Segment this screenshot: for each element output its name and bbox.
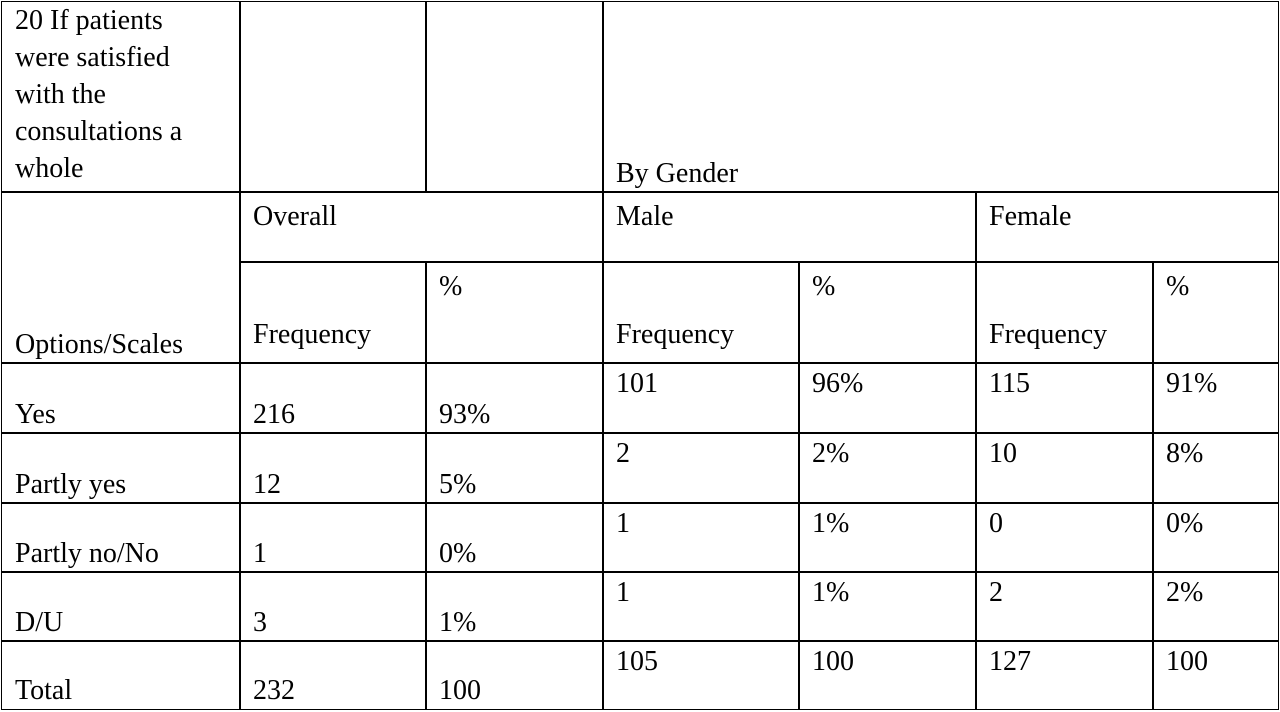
value-cell: 1 — [239, 502, 427, 573]
value-cell: 1% — [425, 571, 604, 642]
value-cell: 0% — [425, 502, 604, 573]
value-cell: 100 — [798, 640, 977, 710]
subheader-cell-text: % — [1166, 271, 1190, 302]
row-label-cell-text: Partly yes — [15, 469, 127, 500]
value-cell-text: 1 — [253, 538, 267, 569]
value-cell-text: 2% — [812, 438, 850, 469]
subheader-cell-text: Frequency — [616, 319, 735, 350]
empty-cell — [425, 1, 604, 193]
value-cell: 216 — [239, 362, 427, 434]
row-label-cell-text: Yes — [15, 399, 56, 430]
value-cell-text: 216 — [253, 399, 295, 430]
group-header-cell-text: By Gender — [616, 158, 739, 189]
value-cell-text: 100 — [439, 675, 481, 706]
value-cell-text: 127 — [989, 646, 1031, 677]
column-group-cell-text: Female — [989, 201, 1072, 232]
value-cell: 1% — [798, 502, 977, 573]
value-cell-text: 100 — [812, 646, 854, 677]
subheader-cell: % — [1152, 261, 1279, 364]
value-cell: 1% — [798, 571, 977, 642]
value-cell-text: 1% — [439, 607, 477, 638]
value-cell: 232 — [239, 640, 427, 710]
value-cell-text: 93% — [439, 399, 491, 430]
row-label-cell-text: Total — [15, 675, 73, 706]
value-cell-text: 1 — [616, 577, 630, 608]
value-cell-text: 2 — [989, 577, 1003, 608]
row-label-cell: Partly no/No — [1, 502, 241, 573]
column-group-cell: Overall — [239, 191, 604, 263]
subheader-cell: Frequency — [975, 261, 1154, 364]
value-cell: 91% — [1152, 362, 1279, 434]
subheader-cell: % — [425, 261, 604, 364]
value-cell-text: 96% — [812, 368, 864, 399]
value-cell: 2 — [975, 571, 1154, 642]
row-label-cell: D/U — [1, 571, 241, 642]
row-label-cell-text: Partly no/No — [15, 538, 159, 569]
value-cell: 101 — [602, 362, 800, 434]
value-cell-text: 1% — [812, 577, 850, 608]
value-cell: 93% — [425, 362, 604, 434]
value-cell-text: 0% — [1166, 508, 1204, 539]
row-label-cell: Total — [1, 640, 241, 710]
row-label-cell: Partly yes — [1, 432, 241, 504]
value-cell-text: 8% — [1166, 438, 1204, 469]
value-cell-text: 105 — [616, 646, 658, 677]
value-cell-text: 91% — [1166, 368, 1218, 399]
column-group-cell: Male — [602, 191, 977, 263]
value-cell: 8% — [1152, 432, 1279, 504]
value-cell: 12 — [239, 432, 427, 504]
value-cell: 3 — [239, 571, 427, 642]
value-cell: 1 — [602, 571, 800, 642]
subheader-cell-text: Frequency — [253, 319, 372, 350]
title-cell-text: 20 If patients were satisfied with the c… — [15, 5, 183, 184]
options-header-cell: Options/Scales — [1, 191, 241, 364]
subheader-cell: % — [798, 261, 977, 364]
value-cell-text: 1 — [616, 508, 630, 539]
value-cell: 2% — [1152, 571, 1279, 642]
column-group-cell-text: Overall — [253, 201, 337, 232]
value-cell: 5% — [425, 432, 604, 504]
value-cell-text: 100 — [1166, 646, 1208, 677]
value-cell: 96% — [798, 362, 977, 434]
subheader-cell-text: % — [439, 271, 463, 302]
value-cell-text: 10 — [989, 438, 1017, 469]
value-cell: 10 — [975, 432, 1154, 504]
empty-cell — [239, 1, 427, 193]
value-cell-text: 2% — [1166, 577, 1204, 608]
column-group-cell: Female — [975, 191, 1279, 263]
value-cell: 115 — [975, 362, 1154, 434]
column-group-cell-text: Male — [616, 201, 674, 232]
value-cell-text: 0 — [989, 508, 1003, 539]
value-cell: 2% — [798, 432, 977, 504]
value-cell-text: 12 — [253, 469, 281, 500]
value-cell: 1 — [602, 502, 800, 573]
value-cell-text: 1% — [812, 508, 850, 539]
value-cell: 0 — [975, 502, 1154, 573]
title-cell: 20 If patients were satisfied with the c… — [1, 1, 241, 193]
subheader-cell: Frequency — [602, 261, 800, 364]
value-cell-text: 2 — [616, 438, 630, 469]
row-label-cell-text: D/U — [15, 607, 64, 638]
value-cell-text: 3 — [253, 607, 267, 638]
value-cell: 0% — [1152, 502, 1279, 573]
row-label-cell: Yes — [1, 362, 241, 434]
value-cell-text: 0% — [439, 538, 477, 569]
value-cell-text: 115 — [989, 368, 1030, 399]
value-cell: 127 — [975, 640, 1154, 710]
value-cell: 100 — [425, 640, 604, 710]
options-header-cell-text: Options/Scales — [15, 329, 183, 360]
value-cell: 100 — [1152, 640, 1279, 710]
subheader-cell-text: Frequency — [989, 319, 1108, 350]
value-cell-text: 101 — [616, 368, 658, 399]
group-header-cell: By Gender — [602, 1, 1279, 193]
value-cell-text: 232 — [253, 675, 295, 706]
value-cell: 2 — [602, 432, 800, 504]
subheader-cell: Frequency — [239, 261, 427, 364]
value-cell-text: 5% — [439, 469, 477, 500]
value-cell: 105 — [602, 640, 800, 710]
subheader-cell-text: % — [812, 271, 836, 302]
